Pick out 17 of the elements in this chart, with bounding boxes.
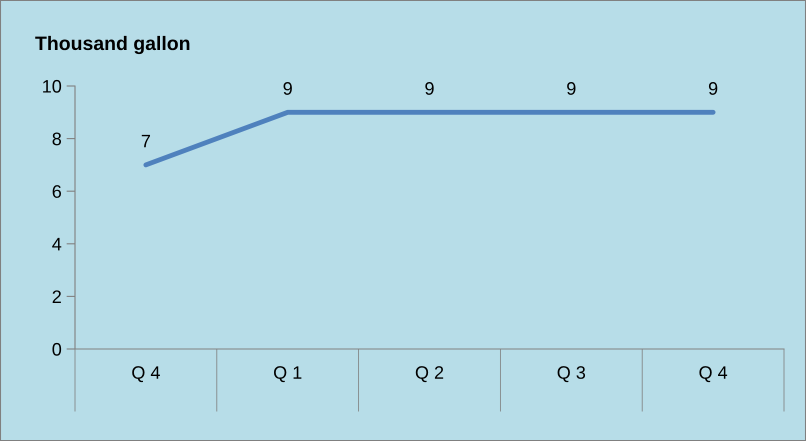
data-label: 9 <box>425 82 434 95</box>
x-tick-label: Q 4 <box>132 366 160 382</box>
y-tick-label: 10 <box>43 80 62 93</box>
y-tick-label: 8 <box>52 132 62 146</box>
x-tick-label: Q 2 <box>416 366 444 382</box>
data-label: 9 <box>708 82 718 95</box>
data-label: 9 <box>284 82 292 95</box>
x-tick-label: Q 4 <box>699 366 728 382</box>
y-tick-label: 6 <box>52 185 62 198</box>
data-label: 7 <box>142 134 150 148</box>
chart-title: Thousand gallon <box>35 36 190 54</box>
y-tick-label: 2 <box>52 290 61 303</box>
x-tick-label: Q 3 <box>558 366 586 382</box>
data-label: 9 <box>567 82 576 95</box>
y-tick-label: 4 <box>52 238 62 250</box>
y-tick-label: 0 <box>52 342 62 356</box>
x-tick-label: Q 1 <box>274 366 302 382</box>
